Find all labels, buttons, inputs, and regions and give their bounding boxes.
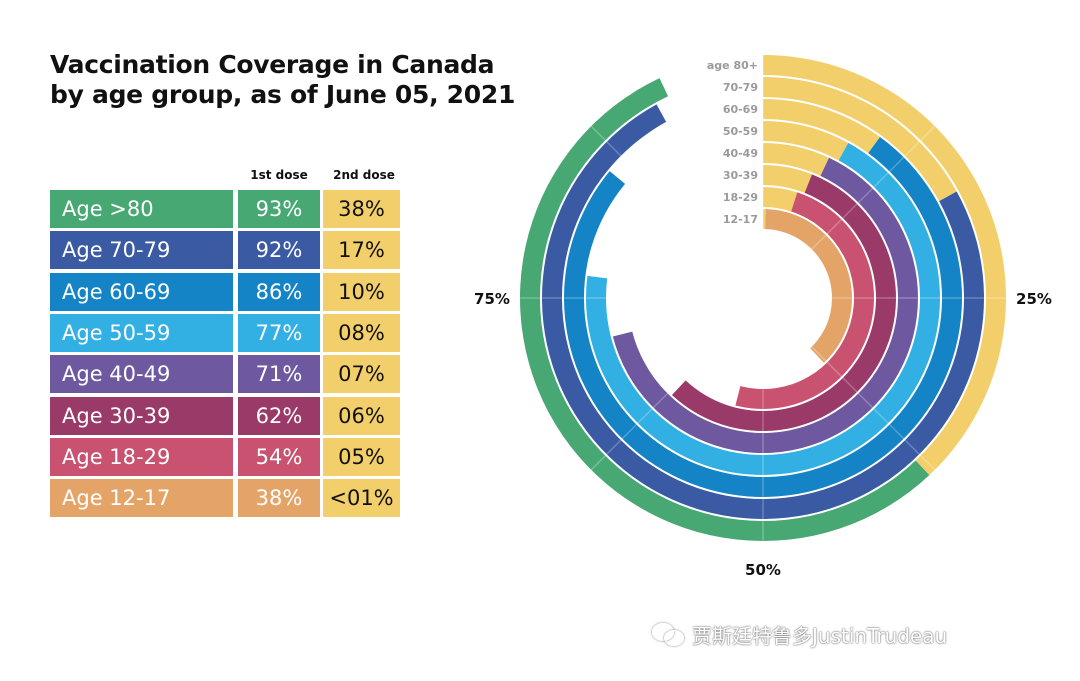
arc-dose2-40-49 — [763, 143, 829, 176]
dose2-value: 10% — [323, 272, 400, 311]
dose1-value: 62% — [238, 396, 320, 435]
arc-dose2-18-29 — [763, 187, 798, 212]
table-row: Age 60-69 86% 10% — [50, 272, 400, 311]
ring-label: 70-79 — [723, 81, 758, 94]
gridline — [590, 125, 715, 250]
header-dose1: 1st dose — [250, 168, 308, 182]
watermark: 贾斯廷特鲁多JustinTrudeau — [652, 620, 947, 649]
age-group-label: Age 40-49 — [50, 355, 233, 394]
chart-title-line2: by age group, as of June 05, 2021 — [50, 80, 516, 109]
arc-dose2-70-79 — [763, 77, 957, 202]
table-row: Age 50-59 77% 08% — [50, 313, 400, 352]
dose2-value: 38% — [323, 190, 400, 228]
ring-label: 60-69 — [723, 103, 758, 116]
dose1-value: 86% — [238, 272, 320, 311]
age-group-label: Age 70-79 — [50, 231, 233, 270]
dose2-value: 17% — [323, 231, 400, 270]
ring-label: 18-29 — [723, 191, 758, 204]
age-group-label: Age >80 — [50, 190, 233, 228]
dose2-value: 07% — [323, 355, 400, 394]
arc-dose2-age80 — [763, 55, 1006, 476]
table-row: Age >80 93% 38% — [50, 190, 400, 228]
ring-label: 40-49 — [723, 147, 758, 160]
dose2-value: 05% — [323, 437, 400, 476]
arc-dose1-age80 — [519, 78, 930, 541]
arc-dose2-50-59 — [763, 121, 849, 161]
gridline — [811, 346, 936, 471]
dose1-value: 54% — [238, 437, 320, 476]
dose2-value: 06% — [323, 396, 400, 435]
age-group-label: Age 60-69 — [50, 272, 233, 311]
age-group-label: Age 18-29 — [50, 437, 233, 476]
watermark-text: 贾斯廷特鲁多JustinTrudeau — [692, 624, 948, 648]
ring-label: 30-39 — [723, 169, 758, 182]
ring-label: age 80+ — [707, 59, 758, 72]
arc-dose2-60-69 — [763, 99, 880, 154]
dose1-value: 93% — [238, 190, 320, 228]
age-group-label: Age 30-39 — [50, 396, 233, 435]
chart-title: Vaccination Coverage in Canada by age gr… — [50, 50, 515, 110]
table-row: Age 18-29 54% 05% — [50, 437, 400, 476]
age-group-label: Age 50-59 — [50, 313, 233, 352]
table-row: Age 70-79 92% 17% — [50, 231, 400, 270]
arc-dose2-12-17 — [763, 209, 766, 230]
table-row: Age 40-49 71% 07% — [50, 355, 400, 394]
dose1-value: 77% — [238, 313, 320, 352]
gridline — [590, 346, 715, 471]
tick-label: 75% — [474, 290, 510, 308]
dose1-value: 92% — [238, 231, 320, 270]
tick-label: 50% — [745, 561, 781, 579]
gridline — [811, 125, 936, 250]
tick-label: 25% — [1016, 290, 1052, 308]
age-group-label: Age 12-17 — [50, 479, 233, 518]
arc-dose1-18-29 — [735, 192, 875, 409]
arc-dose1-12-17 — [765, 209, 853, 363]
chart-title-line1: Vaccination Coverage in Canada — [50, 50, 495, 79]
ring-label: 50-59 — [723, 125, 758, 138]
table-row: Age 30-39 62% 06% — [50, 396, 400, 435]
table-row: Age 12-17 38% <01% — [50, 479, 400, 518]
header-dose2: 2nd dose — [333, 168, 395, 182]
wechat-icon — [652, 622, 686, 647]
arc-dose2-30-39 — [763, 165, 812, 193]
dose1-value: 71% — [238, 355, 320, 394]
dose2-value: 08% — [323, 313, 400, 352]
dose2-value: <01% — [323, 479, 400, 518]
dose1-value: 38% — [238, 479, 320, 518]
arc-dose1-30-39 — [671, 174, 897, 431]
ring-label: 12-17 — [723, 213, 758, 226]
